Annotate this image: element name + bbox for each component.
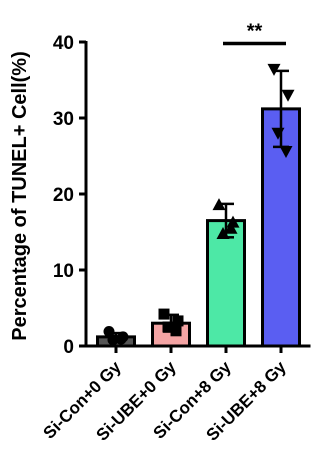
- data-point-3-2: [271, 127, 285, 140]
- significance-label: **: [247, 21, 263, 43]
- data-point-3-0: [267, 63, 281, 76]
- y-tick-label-20: 20: [53, 185, 74, 206]
- data-point-2-0: [212, 198, 226, 211]
- data-point-2-3: [224, 221, 238, 234]
- data-point-0-0: [103, 326, 115, 338]
- data-point-0-3: [115, 333, 127, 345]
- data-point-3-3: [279, 145, 293, 158]
- y-tick-label-30: 30: [53, 109, 74, 130]
- data-point-1-3: [170, 325, 182, 337]
- data-point-0-2: [107, 334, 119, 346]
- data-point-1-1: [172, 315, 184, 327]
- data-point-1-0: [158, 308, 170, 320]
- data-point-2-2: [216, 227, 230, 240]
- y-tick-label-0: 0: [63, 337, 74, 358]
- y-tick-label-40: 40: [53, 33, 74, 54]
- bar-2: [206, 219, 246, 348]
- y-tick-label-10: 10: [53, 261, 74, 282]
- data-point-3-1: [281, 89, 295, 102]
- data-point-1-2: [162, 321, 174, 333]
- y-axis-label: Percentage of TUNEL+ Cell(%): [9, 51, 31, 341]
